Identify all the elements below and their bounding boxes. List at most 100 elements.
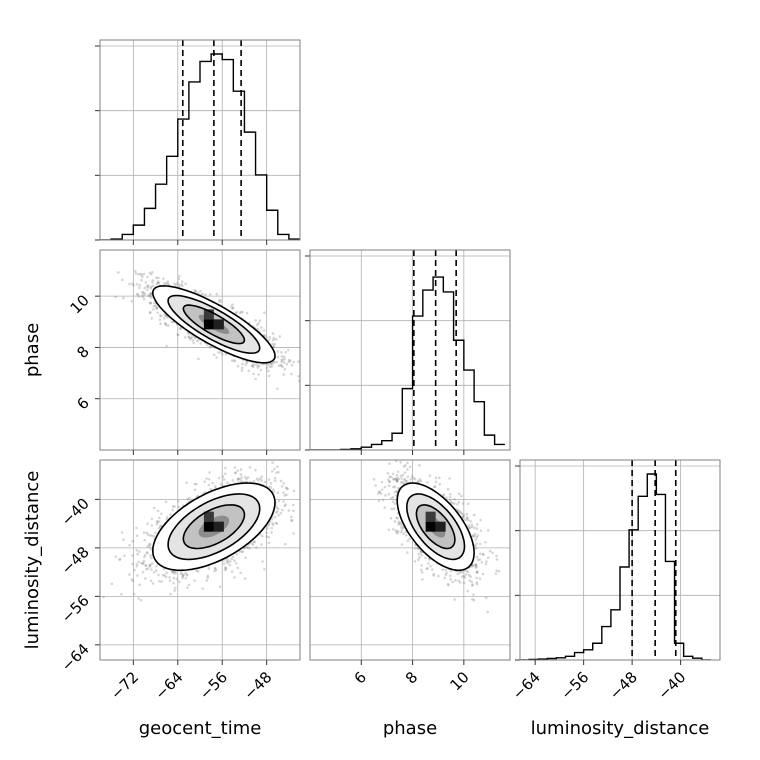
sample-point [174, 571, 178, 575]
sample-point [257, 322, 260, 325]
sample-point [267, 338, 271, 342]
sample-point [418, 555, 421, 559]
sample-point [304, 372, 307, 375]
sample-point [151, 280, 154, 284]
sample-point [260, 475, 263, 478]
sample-point [279, 364, 283, 368]
sample-point [136, 552, 139, 556]
sample-point [173, 570, 177, 574]
sample-point [288, 359, 292, 363]
sample-point [157, 573, 160, 577]
sample-point [277, 513, 280, 517]
sample-point [231, 555, 235, 559]
sample-point [267, 485, 271, 489]
sample-point [271, 338, 275, 342]
sample-point [231, 306, 235, 310]
sample-point [282, 482, 286, 485]
sample-point [223, 466, 227, 470]
sample-point [275, 506, 278, 509]
sample-point [273, 342, 277, 346]
sample-point [272, 490, 276, 494]
sample-point [272, 361, 275, 364]
x-tick-label-geocent_time: −72 [107, 668, 142, 703]
sample-point [130, 578, 134, 581]
sample-point [148, 311, 152, 314]
sample-point [149, 286, 153, 290]
sample-point [394, 529, 398, 532]
sample-point [187, 335, 191, 339]
sample-point [117, 271, 120, 274]
x-tick-label-geocent_time: −48 [240, 668, 275, 703]
sample-point [146, 522, 149, 525]
sample-point [136, 293, 140, 296]
sample-point [131, 579, 135, 583]
sample-point [141, 295, 145, 299]
sample-point [144, 564, 148, 568]
sample-point [475, 527, 479, 530]
sample-point [137, 597, 141, 600]
sample-point [148, 545, 152, 548]
sample-point [146, 533, 150, 536]
sample-point [199, 342, 202, 345]
sample-point [236, 478, 239, 481]
sample-point [150, 273, 153, 276]
sample-point [224, 352, 228, 356]
joint-density-geocent_time-phase [114, 269, 307, 391]
sample-point [238, 311, 242, 315]
sample-point [131, 539, 135, 543]
joint-density-phase-luminosity_distance [372, 460, 501, 614]
sample-point [221, 352, 224, 356]
sample-point [165, 571, 168, 575]
sample-point [181, 576, 184, 580]
sample-point [151, 307, 155, 311]
sample-point [273, 476, 277, 480]
sample-point [195, 482, 198, 486]
sample-point [166, 282, 170, 285]
sample-point [136, 574, 139, 577]
sample-point [144, 577, 147, 580]
sample-point [263, 480, 267, 484]
sample-point [243, 577, 247, 580]
sample-point [138, 286, 141, 290]
sample-point [259, 368, 263, 372]
sample-point [254, 377, 257, 381]
sample-point [228, 563, 232, 567]
sample-point [260, 479, 263, 482]
sample-point [181, 572, 184, 576]
sample-point [173, 589, 176, 592]
sample-point [432, 572, 436, 576]
sample-point [241, 362, 244, 366]
sample-point [283, 357, 286, 361]
sample-point [148, 294, 152, 298]
sample-point [460, 494, 463, 498]
sample-point [303, 480, 306, 483]
sample-point [276, 465, 279, 468]
sample-point [273, 515, 277, 519]
sample-point [175, 577, 179, 581]
sample-point [165, 344, 168, 348]
sample-point [276, 510, 279, 513]
sample-point [197, 338, 200, 342]
sample-point [413, 477, 417, 481]
sample-point [285, 487, 289, 490]
sample-point [246, 546, 250, 549]
sample-point [171, 508, 174, 512]
sample-point [150, 296, 153, 299]
sample-point [271, 332, 275, 335]
sample-point [148, 534, 152, 537]
sample-point [157, 520, 161, 523]
sample-point [199, 289, 202, 293]
y-tick-label-luminosity_distance: −40 [58, 494, 93, 529]
sample-point [150, 285, 153, 288]
sample-point [150, 270, 154, 274]
sample-point [150, 534, 154, 538]
sample-point [255, 323, 259, 327]
sample-point [236, 364, 240, 368]
sample-point [207, 477, 211, 481]
sample-point [245, 477, 248, 481]
sample-point [177, 274, 181, 278]
sample-point [123, 554, 126, 558]
y-tick-label-phase: 6 [73, 394, 92, 413]
sample-point [118, 558, 121, 562]
sample-point [245, 311, 249, 315]
